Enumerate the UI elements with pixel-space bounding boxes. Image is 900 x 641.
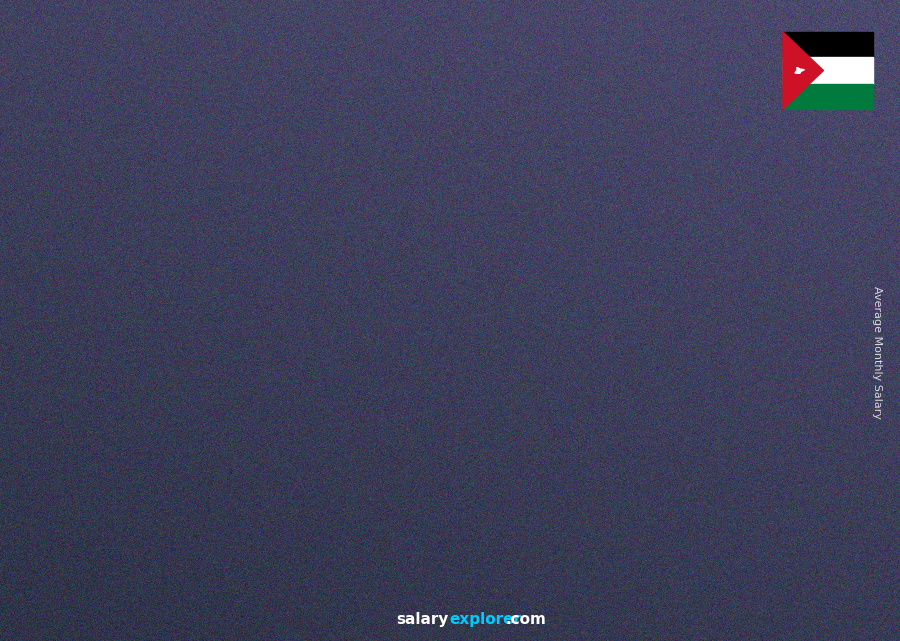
Text: Average Monthly Salary: Average Monthly Salary (872, 286, 883, 419)
Bar (519, 274, 526, 551)
Text: 870 JOD: 870 JOD (98, 418, 152, 431)
Text: 2,480 JOD: 2,480 JOD (706, 205, 772, 219)
Text: 2,290 JOD: 2,290 JOD (583, 230, 650, 244)
Bar (462, 274, 526, 279)
Text: explorer: explorer (449, 612, 521, 627)
Text: +8%: +8% (656, 170, 699, 188)
Bar (462, 274, 526, 551)
Bar (765, 223, 771, 551)
Text: .com: .com (506, 612, 546, 627)
Bar (396, 324, 402, 551)
Bar (584, 249, 648, 254)
Text: +33%: +33% (158, 328, 214, 346)
Bar (584, 249, 590, 551)
Bar (93, 437, 157, 551)
Text: +48%: +48% (281, 258, 338, 276)
Text: 2,100 JOD: 2,100 JOD (460, 256, 526, 269)
Bar (216, 398, 222, 551)
Bar (338, 324, 402, 551)
Text: +9%: +9% (533, 191, 577, 209)
Bar (584, 249, 648, 551)
Text: 1,720 JOD: 1,720 JOD (338, 306, 404, 319)
Bar (338, 324, 402, 328)
Bar (93, 437, 99, 551)
Bar (642, 249, 648, 551)
Bar (216, 398, 280, 551)
Bar (707, 223, 714, 551)
Bar (93, 437, 157, 438)
Text: Digital Design Engineer: Digital Design Engineer (60, 99, 290, 117)
Text: +22%: +22% (404, 212, 460, 230)
Bar (150, 437, 157, 551)
Bar (338, 324, 345, 551)
Text: 1,160 JOD: 1,160 JOD (214, 380, 281, 393)
Bar (216, 398, 280, 401)
Bar (462, 274, 468, 551)
Text: Salary Comparison By Experience: Salary Comparison By Experience (60, 60, 612, 88)
Bar (274, 398, 280, 551)
Text: salary: salary (397, 612, 449, 627)
Bar (707, 223, 771, 551)
Bar (707, 223, 771, 229)
Polygon shape (795, 67, 805, 74)
